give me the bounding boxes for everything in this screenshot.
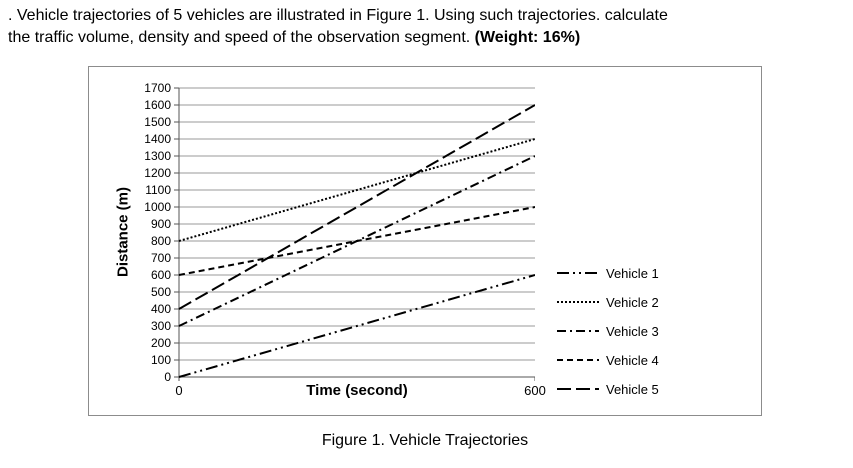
plot-svg <box>174 87 535 381</box>
legend-item: Vehicle 3 <box>557 323 757 339</box>
legend-line-sample-icon <box>557 330 599 332</box>
legend-label: Vehicle 1 <box>606 265 659 281</box>
y-tick-label: 200 <box>150 336 171 350</box>
y-tick-label: 600 <box>150 268 171 282</box>
y-tick-label: 1400 <box>144 132 171 146</box>
question-text: . Vehicle trajectories of 5 vehicles are… <box>8 5 838 48</box>
figure-box: Distance (m) 0 100 200 300 400 500 600 700 800 90… <box>88 66 762 416</box>
y-tick-label: 100 <box>150 353 171 367</box>
figure-caption: Figure 1. Vehicle Trajectories <box>321 432 529 449</box>
y-tick-label: 700 <box>150 251 171 265</box>
legend-label: Vehicle 3 <box>606 323 659 339</box>
legend-item: Vehicle 4 <box>557 352 757 368</box>
legend-label: Vehicle 5 <box>606 381 659 397</box>
y-tick-label: 1300 <box>144 149 171 163</box>
series-vehicle-5 <box>178 104 535 310</box>
y-tick-label: 500 <box>150 285 171 299</box>
legend-item: Vehicle 2 <box>557 294 757 310</box>
x-tick-label: 600 <box>524 383 546 398</box>
legend-line-sample-icon <box>557 359 599 361</box>
y-tick-label: 1500 <box>144 115 171 129</box>
y-tick-label: 1600 <box>144 98 171 112</box>
y-tick-label: 300 <box>150 319 171 333</box>
y-tick-label: 1100 <box>145 183 171 197</box>
x-axis-title: Time (second) <box>306 382 408 399</box>
y-tick-label: 900 <box>150 217 171 231</box>
legend-line-sample-icon <box>557 272 599 274</box>
y-tick-label: 0 <box>164 370 171 384</box>
question-weight: (Weight: 16%) <box>474 28 581 46</box>
legend-item: Vehicle 5 <box>557 381 757 397</box>
legend-line-sample-icon <box>557 301 599 303</box>
y-tick-label: 1000 <box>144 200 171 214</box>
y-tick-label: 1200 <box>144 166 171 180</box>
legend-line-sample-icon <box>557 388 599 390</box>
series-vehicle-4 <box>178 206 535 276</box>
y-tick-label: 800 <box>150 234 171 248</box>
legend-label: Vehicle 4 <box>606 352 659 368</box>
x-tick-label: 0 <box>175 383 183 398</box>
series-vehicle-2 <box>178 138 535 242</box>
y-tick-label: 1700 <box>144 81 171 95</box>
legend-label: Vehicle 2 <box>606 294 659 310</box>
question-line2: the traffic volume, density and speed of… <box>8 28 475 46</box>
legend: Vehicle 1 Vehicle 2 Vehicle 3 Vehicle 4 Vehi… <box>557 265 757 410</box>
question-line1: . Vehicle trajectories of 5 vehicles are… <box>8 7 668 24</box>
series-vehicle-1 <box>178 274 535 378</box>
y-tick-label: 400 <box>150 302 171 316</box>
legend-item: Vehicle 1 <box>557 265 757 281</box>
